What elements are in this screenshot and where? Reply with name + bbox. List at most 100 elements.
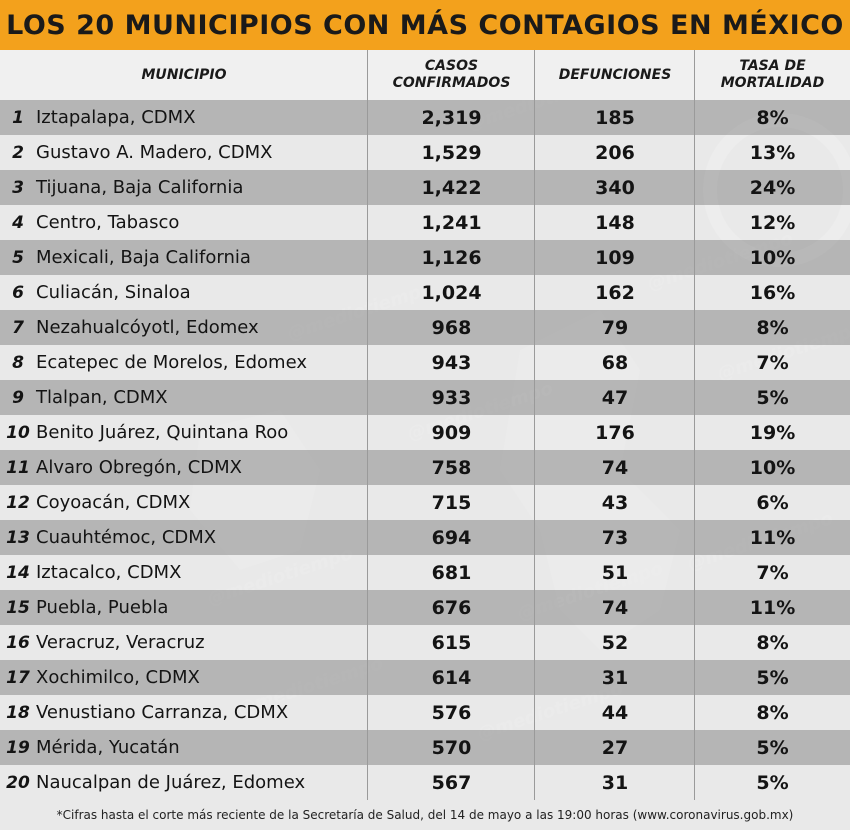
row-municipio: Nezahualcóyotl, Edomex	[36, 317, 259, 338]
row-municipio: Coyoacán, CDMX	[36, 492, 191, 513]
row-rank: 15	[6, 597, 30, 618]
row-rank: 17	[6, 667, 30, 688]
row-tasa: 19%	[749, 421, 796, 444]
table-row: 6 Culiacán, Sinaloa 1,024 162 16%	[0, 275, 850, 310]
row-defunciones: 47	[601, 386, 629, 409]
column-divider	[694, 50, 695, 800]
row-rank: 13	[6, 527, 30, 548]
row-casos: 694	[431, 526, 472, 549]
row-rank: 5	[12, 247, 24, 268]
table-row: 3 Tijuana, Baja California 1,422 340 24%	[0, 170, 850, 205]
table-row: 4 Centro, Tabasco 1,241 148 12%	[0, 205, 850, 240]
row-tasa: 6%	[756, 491, 789, 514]
header-defunciones: DEFUNCIONES	[558, 66, 672, 83]
table-row: 13 Cuauhtémoc, CDMX 694 73 11%	[0, 520, 850, 555]
row-defunciones: 74	[601, 596, 629, 619]
row-casos: 2,319	[421, 106, 482, 129]
row-casos: 909	[431, 421, 472, 444]
row-defunciones: 79	[601, 316, 629, 339]
row-tasa: 5%	[756, 666, 789, 689]
row-casos: 1,241	[421, 211, 482, 234]
row-municipio: Gustavo A. Madero, CDMX	[36, 142, 273, 163]
table-row: 20 Naucalpan de Juárez, Edomex 567 31 5%	[0, 765, 850, 800]
row-municipio: Cuauhtémoc, CDMX	[36, 527, 217, 548]
row-rank: 19	[6, 737, 30, 758]
row-rank: 3	[12, 177, 24, 198]
row-municipio: Mérida, Yucatán	[36, 737, 180, 758]
row-tasa: 8%	[756, 631, 789, 654]
row-rank: 9	[12, 387, 24, 408]
row-casos: 614	[431, 666, 472, 689]
row-tasa: 7%	[756, 561, 789, 584]
row-tasa: 24%	[749, 176, 796, 199]
table-row: 9 Tlalpan, CDMX 933 47 5%	[0, 380, 850, 415]
row-municipio: Tlalpan, CDMX	[36, 387, 168, 408]
row-tasa: 5%	[756, 386, 789, 409]
table-row: 10 Benito Juárez, Quintana Roo 909 176 19%	[0, 415, 850, 450]
table-row: 18 Venustiano Carranza, CDMX 576 44 8%	[0, 695, 850, 730]
row-defunciones: 73	[601, 526, 629, 549]
row-municipio: Puebla, Puebla	[36, 597, 169, 618]
row-tasa: 12%	[749, 211, 796, 234]
table-row: 2 Gustavo A. Madero, CDMX 1,529 206 13%	[0, 135, 850, 170]
row-defunciones: 27	[601, 736, 629, 759]
table-row: 11 Alvaro Obregón, CDMX 758 74 10%	[0, 450, 850, 485]
row-tasa: 5%	[756, 736, 789, 759]
row-defunciones: 52	[601, 631, 629, 654]
row-casos: 1,126	[421, 246, 482, 269]
row-municipio: Tijuana, Baja California	[36, 177, 244, 198]
row-defunciones: 148	[595, 211, 635, 234]
table-row: 14 Iztacalco, CDMX 681 51 7%	[0, 555, 850, 590]
header-tasa-line2: MORTALIDAD	[720, 75, 825, 91]
page-title: LOS 20 MUNICIPIOS CON MÁS CONTAGIOS EN M…	[6, 9, 844, 41]
row-defunciones: 109	[595, 246, 635, 269]
row-municipio: Alvaro Obregón, CDMX	[36, 457, 242, 478]
table-row: 12 Coyoacán, CDMX 715 43 6%	[0, 485, 850, 520]
row-rank: 2	[12, 142, 24, 163]
row-rank: 4	[12, 212, 24, 233]
row-defunciones: 68	[601, 351, 629, 374]
row-rank: 16	[6, 632, 30, 653]
row-municipio: Centro, Tabasco	[36, 212, 180, 233]
row-rank: 1	[12, 107, 24, 128]
row-municipio: Mexicali, Baja California	[36, 247, 251, 268]
row-defunciones: 162	[595, 281, 635, 304]
data-table: @mediotiempo@mediotiempo@mediotiempo@med…	[0, 50, 850, 800]
row-casos: 615	[431, 631, 472, 654]
row-tasa: 13%	[749, 141, 796, 164]
row-defunciones: 74	[601, 456, 629, 479]
row-tasa: 10%	[749, 246, 796, 269]
row-casos: 1,529	[421, 141, 482, 164]
row-rank: 11	[6, 457, 30, 478]
row-municipio: Xochimilco, CDMX	[36, 667, 200, 688]
row-tasa: 11%	[749, 526, 796, 549]
row-tasa: 5%	[756, 771, 789, 794]
table-row: 19 Mérida, Yucatán 570 27 5%	[0, 730, 850, 765]
row-tasa: 8%	[756, 106, 789, 129]
row-rank: 20	[6, 772, 30, 793]
header-casos-line2: CONFIRMADOS	[392, 75, 511, 91]
header-tasa-line1: TASA DE	[739, 58, 806, 74]
row-municipio: Naucalpan de Juárez, Edomex	[36, 772, 306, 793]
row-defunciones: 31	[601, 666, 629, 689]
column-divider	[367, 50, 368, 800]
row-casos: 681	[431, 561, 472, 584]
row-defunciones: 206	[595, 141, 635, 164]
row-casos: 1,024	[421, 281, 482, 304]
row-defunciones: 43	[601, 491, 629, 514]
row-rank: 14	[6, 562, 30, 583]
table-row: 1 Iztapalapa, CDMX 2,319 185 8%	[0, 100, 850, 135]
table-row: 8 Ecatepec de Morelos, Edomex 943 68 7%	[0, 345, 850, 380]
table-row: 7 Nezahualcóyotl, Edomex 968 79 8%	[0, 310, 850, 345]
row-tasa: 8%	[756, 316, 789, 339]
row-casos: 933	[431, 386, 472, 409]
footnote: *Cifras hasta el corte más reciente de l…	[0, 800, 850, 830]
row-rank: 10	[6, 422, 30, 443]
row-tasa: 10%	[749, 456, 796, 479]
row-municipio: Venustiano Carranza, CDMX	[36, 702, 289, 723]
row-municipio: Benito Juárez, Quintana Roo	[36, 422, 289, 443]
row-municipio: Veracruz, Veracruz	[36, 632, 205, 653]
table-row: 5 Mexicali, Baja California 1,126 109 10%	[0, 240, 850, 275]
row-municipio: Culiacán, Sinaloa	[36, 282, 191, 303]
row-tasa: 8%	[756, 701, 789, 724]
